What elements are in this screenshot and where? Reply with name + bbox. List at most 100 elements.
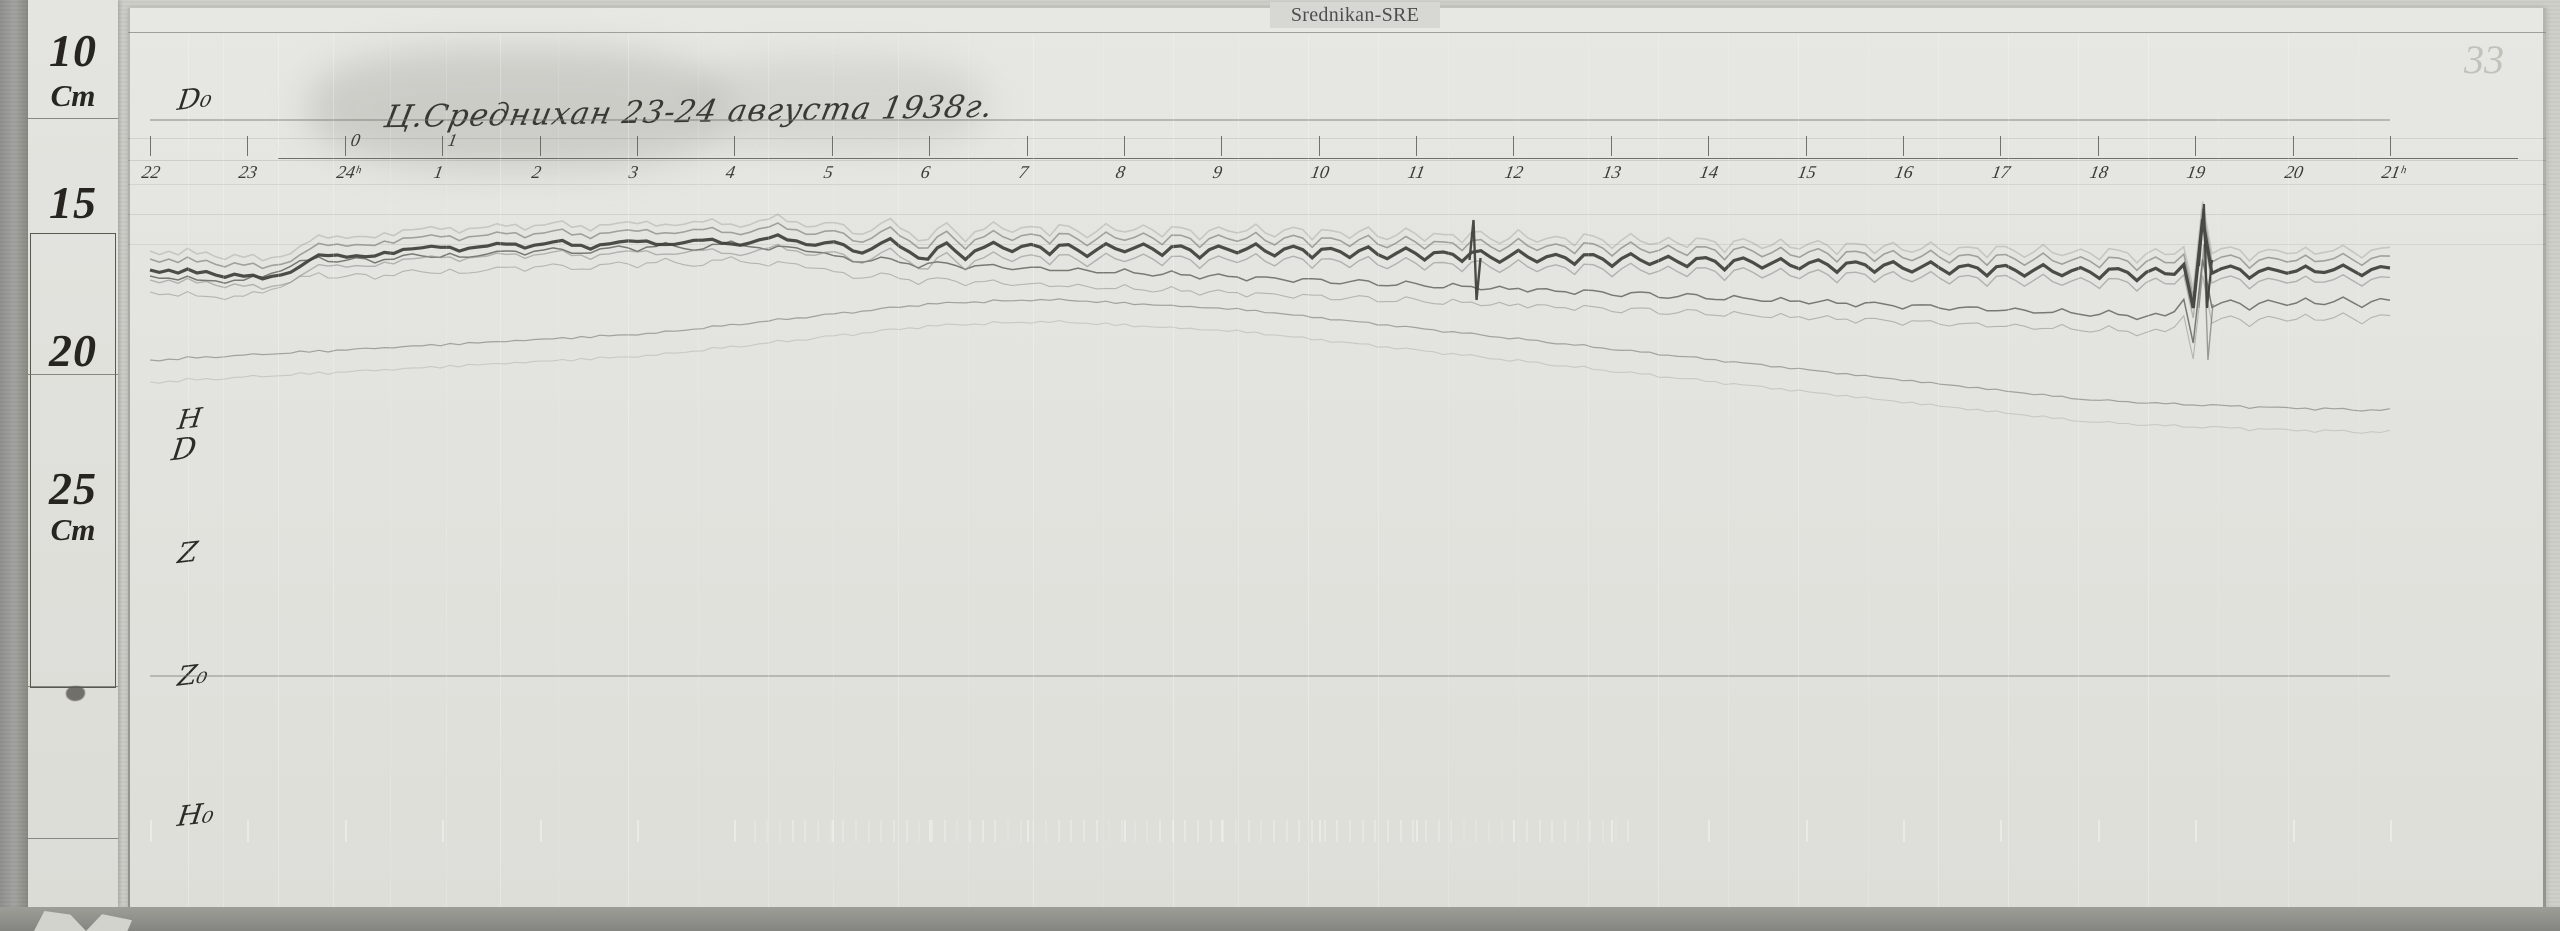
scan-streak [2008,34,2009,910]
H0-minute-tick [804,820,806,842]
scan-streak [2148,34,2149,910]
ruler-unit-top: Cm [28,78,118,114]
scan-streak [898,34,899,910]
scanned-magnetogram-sheet: 10 Cm 15 20 25 Cm 33 Ц.Среднихан 23-24 а… [0,0,2560,931]
H0-hour-tick [1708,820,1710,842]
scan-streak [1658,34,1659,910]
scan-streak [1173,34,1174,910]
H0-hour-tick [1027,820,1029,842]
H0-hour-tick [637,820,639,842]
scan-streak [2358,34,2359,910]
H0-hour-tick [442,820,444,842]
H0-minute-tick [1349,820,1351,842]
H0-hour-tick [1611,820,1613,842]
H0-minute-tick [1539,820,1541,842]
scan-streak [1238,34,1239,910]
H0-minute-tick [817,820,819,842]
H0-minute-tick [1387,820,1389,842]
paper-shard [34,911,86,931]
ruler-mark-20: 20 [28,324,118,377]
H0-minute-tick [1450,820,1452,842]
scan-streak [698,34,699,910]
H0-minute-tick [1551,820,1553,842]
trace-Z-secondary [150,321,2390,434]
H0-minute-tick [1475,820,1477,842]
H0-minute-tick [1501,820,1503,842]
H0-minute-tick [1615,820,1617,842]
H0-minute-tick [1589,820,1591,842]
H0-minute-tick [1311,820,1313,842]
H0-minute-tick [792,820,794,842]
H0-minute-tick [1463,820,1465,842]
magnetogram-paper: 33 Ц.Среднихан 23-24 августа 1938г. 22 23… [128,8,2546,910]
paper-shard [86,913,132,931]
H0-minute-tick [842,820,844,842]
scan-streak [223,34,224,910]
scan-streak [2218,34,2219,910]
centimeter-ruler-card: 10 Cm 15 20 25 Cm [28,0,118,907]
scan-streak [2288,34,2289,910]
scan-streak [1378,34,1379,910]
H0-minute-tick [779,820,781,842]
H0-hour-tick [2195,820,2197,842]
H0-minute-tick [1235,820,1237,842]
ruler-mark-15: 15 [28,176,118,229]
scan-streak [968,34,969,910]
H0-minute-tick [1374,820,1376,842]
H0-minute-tick [855,820,857,842]
H0-minute-tick [1577,820,1579,842]
H0-minute-tick [1286,820,1288,842]
H0-hour-tick [1319,820,1321,842]
H0-minute-tick [1602,820,1604,842]
title-tab[interactable]: Srednikan-SRE [1270,2,1440,28]
H0-minute-tick [1020,820,1022,842]
H0-minute-tick [1526,820,1528,842]
H0-minute-tick [1184,820,1186,842]
H0-hour-tick [540,820,542,842]
H0-minute-tick [1513,820,1515,842]
H0-minute-tick [868,820,870,842]
H0-minute-tick [1146,820,1148,842]
H0-hour-tick [150,820,152,842]
H0-minute-tick [1058,820,1060,842]
ruler-mark-10: 10 [28,24,118,77]
H0-minute-tick [956,820,958,842]
H0-minute-tick [830,820,832,842]
H0-minute-tick [1336,820,1338,842]
H0-hour-tick [345,820,347,842]
H0-minute-tick [1121,820,1123,842]
title-tab-label: Srednikan-SRE [1291,4,1419,27]
H0-minute-tick [1070,820,1072,842]
H0-minute-tick [969,820,971,842]
H0-minute-tick [1210,820,1212,842]
H0-minute-tick [982,820,984,842]
scan-streak [1938,34,1939,910]
scan-streak [1518,34,1519,910]
H0-minute-tick [1083,820,1085,842]
scan-streak [833,34,834,910]
scan-streak [628,34,629,910]
H0-hour-tick [1806,820,1808,842]
H0-minute-tick [754,820,756,842]
H0-minute-tick [1425,820,1427,842]
scan-streak [1798,34,1799,910]
H0-hour-tick [247,820,249,842]
H0-minute-tick [918,820,920,842]
H0-minute-tick [944,820,946,842]
H0-minute-tick [1273,820,1275,842]
H0-hour-tick [1416,820,1418,842]
scan-streak [1033,34,1034,910]
H0-hour-tick [2390,820,2392,842]
scan-streak [768,34,769,910]
H0-minute-tick [1248,820,1250,842]
scan-streak [1448,34,1449,910]
scan-streak [1868,34,1869,910]
H0-minute-tick [1134,820,1136,842]
scan-streak [1588,34,1589,910]
bottom-edge-strip [0,907,2560,931]
scan-streak [500,34,501,910]
H0-minute-tick [893,820,895,842]
scan-streak [1728,34,1729,910]
trace-Z [150,299,2390,411]
H0-minute-tick [1324,820,1326,842]
